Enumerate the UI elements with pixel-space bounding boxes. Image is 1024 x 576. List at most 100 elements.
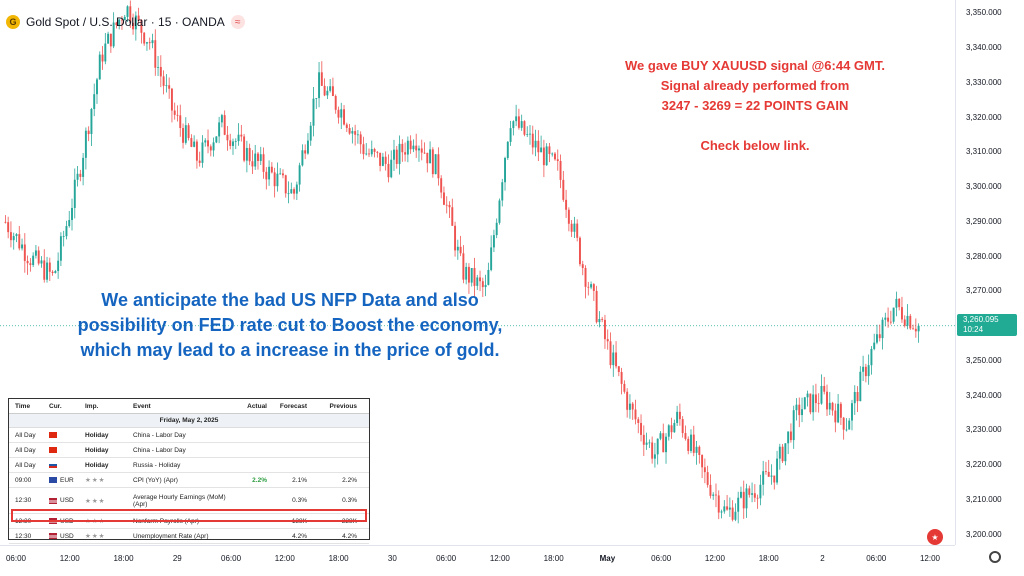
candle-body — [90, 109, 93, 135]
candle-body — [481, 281, 484, 288]
row-currency: EUR — [49, 477, 85, 484]
candle-body — [73, 179, 76, 208]
candle-body — [676, 411, 679, 424]
candle-body — [323, 85, 326, 96]
time-tick-label: 29 — [172, 554, 182, 563]
candle-body — [739, 491, 742, 498]
candle-body — [79, 173, 82, 177]
candle-body — [132, 22, 135, 30]
candle-body — [356, 134, 359, 136]
time-tick-label: 12:00 — [274, 554, 295, 563]
row-forecast: 2.1% — [292, 476, 307, 484]
row-currency-code: USD — [60, 497, 74, 504]
candle-body — [12, 236, 15, 241]
candle-body — [337, 109, 340, 118]
candle-body — [781, 446, 784, 462]
candle-body — [814, 394, 817, 404]
price-tick-label: 3,330.000 — [966, 77, 1002, 87]
candle-body — [381, 156, 384, 166]
row-event: Russia - Holiday — [133, 461, 181, 469]
candle-body — [265, 171, 268, 180]
candle-body — [809, 393, 812, 413]
candle-body — [684, 433, 687, 439]
candle-body — [590, 284, 593, 288]
candle-body — [828, 402, 831, 410]
candle-body — [728, 507, 731, 510]
candlestick-chart[interactable] — [0, 0, 955, 545]
row-event: China - Labor Day — [133, 446, 186, 454]
candle-body — [404, 152, 407, 155]
price-chart[interactable] — [0, 0, 955, 545]
candle-body — [587, 286, 590, 288]
candle-body — [823, 385, 826, 392]
time-axis[interactable]: 06:00 12:00 18:00 29 06:00 12:00 18:00 30 06:00 1… — [0, 545, 955, 576]
candle-body — [662, 433, 665, 453]
candle-body — [182, 128, 185, 143]
candle-body — [609, 341, 612, 366]
candle-body — [881, 319, 884, 339]
row-forecast: 0.3% — [292, 497, 307, 504]
candle-body — [393, 149, 395, 160]
usd-flag-icon — [49, 497, 57, 504]
candle-body — [62, 236, 65, 237]
candle-body — [429, 149, 432, 164]
candle-body — [32, 255, 35, 266]
candle-body — [490, 247, 493, 270]
wave-icon[interactable]: ≈ — [230, 15, 245, 29]
gold-coin-icon[interactable]: G — [6, 15, 20, 29]
candle-body — [87, 130, 90, 135]
candle-body — [157, 66, 160, 68]
candle-body — [148, 42, 151, 44]
candle-body — [312, 98, 315, 126]
candle-body — [226, 134, 229, 141]
us-flag-icon[interactable]: ★ — [927, 529, 943, 545]
candle-body — [123, 16, 126, 21]
candle-body — [187, 125, 190, 139]
candle-body — [279, 173, 282, 175]
candle-body — [648, 442, 651, 444]
candle-body — [545, 146, 548, 166]
symbol-title[interactable]: Gold Spot / U.S. Dollar · 15 · OANDA — [26, 15, 225, 29]
candle-body — [418, 148, 420, 151]
candle-body — [731, 507, 734, 520]
candle-body — [190, 138, 193, 147]
candle-body — [673, 423, 676, 433]
price-tick-label: 3,240.000 — [966, 390, 1002, 400]
candle-body — [270, 166, 273, 173]
row-currency — [49, 432, 85, 438]
candle-body — [628, 403, 631, 410]
settings-icon[interactable] — [989, 551, 1001, 563]
candle-body — [542, 147, 545, 166]
candle-body — [789, 431, 792, 441]
calendar-header: Time Cur. Imp. Event Actual Forecast Pre… — [9, 399, 369, 414]
candle-body — [348, 127, 351, 134]
time-tick-label: 06:00 — [651, 554, 672, 563]
candle-body — [898, 298, 901, 308]
candle-body — [598, 318, 601, 323]
candle-body — [792, 410, 795, 441]
candle-body — [806, 393, 809, 398]
candle-body — [232, 141, 234, 146]
row-time: 12:30 — [15, 532, 32, 540]
candle-body — [617, 366, 620, 373]
calendar-row: All Day Holiday Russia - Holiday — [9, 458, 369, 473]
candle-body — [173, 110, 176, 115]
candle-body — [853, 392, 856, 404]
candle-body — [845, 429, 848, 431]
candle-body — [456, 246, 459, 251]
price-tick-label: 3,320.000 — [966, 112, 1002, 122]
candle-body — [170, 88, 173, 111]
candle-body — [459, 246, 462, 254]
candle-body — [129, 6, 132, 23]
candle-body — [801, 409, 804, 416]
time-tick-label: 12:00 — [919, 554, 941, 563]
candle-body — [876, 334, 878, 343]
candle-body — [826, 391, 828, 410]
candle-body — [137, 15, 140, 21]
candle-body — [195, 141, 198, 161]
price-axis[interactable]: 3,350.000 3,340.000 3,330.000 3,320.000 3,31… — [955, 0, 1024, 545]
time-tick-label: 18:00 — [113, 554, 134, 563]
candle-body — [51, 271, 54, 273]
candle-body — [581, 264, 584, 269]
row-event: China - Labor Day — [133, 431, 186, 439]
